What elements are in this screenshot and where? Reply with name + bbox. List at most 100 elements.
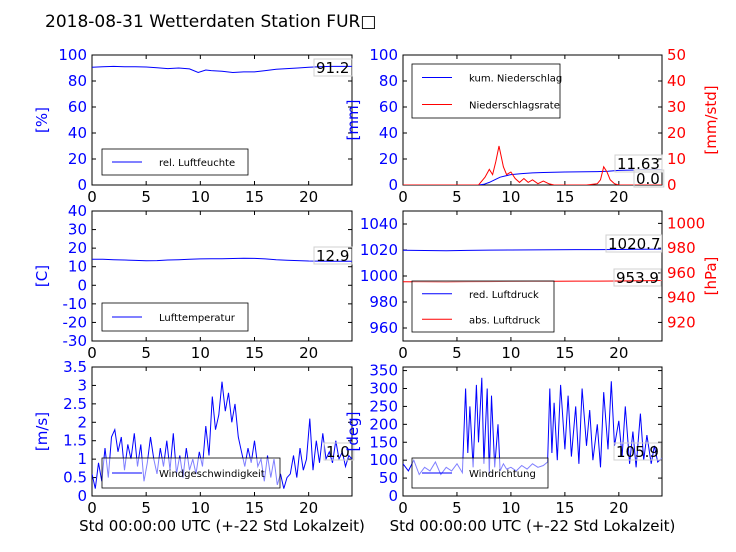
pressure-panel: 0 5 10 15 20 960 980 1000 1020 1040 920 940 960 980 10…	[360, 210, 720, 362]
y-tick-label: 0	[77, 276, 87, 294]
y-tick-label: 300	[369, 380, 398, 398]
x-tick-label: 10	[501, 344, 520, 362]
x-tick-label: 20	[609, 499, 628, 517]
windspeed-value-annotation: 1.0	[323, 442, 355, 461]
x-tick-label: 0	[398, 344, 408, 362]
y-tick-label: 0.5	[63, 469, 87, 487]
y-tick-label: 2	[77, 413, 87, 431]
y-tick-label: 40	[379, 124, 398, 142]
humidity-value-annotation: 91.2	[313, 58, 353, 77]
annotation-value: 91.2	[316, 59, 349, 77]
y-tick-label: 200	[369, 415, 398, 433]
y-tick-label: 1020	[360, 241, 398, 259]
annotation-value: 11.63	[617, 155, 660, 173]
x-tick-label: 5	[452, 499, 462, 517]
y-tick-label: 1	[77, 450, 87, 468]
legend-label: Windgeschwindigkeit	[159, 469, 265, 480]
x-tick-label: 15	[555, 188, 574, 206]
y-axis-label: [m/s]	[33, 412, 51, 451]
y-tick-label: 150	[369, 433, 398, 451]
x-tick-label: 0	[87, 344, 97, 362]
precipitation-panel: 0 5 10 15 20 0 20 40 60 80 100 0 10 20 30 40 50 [mm] [mm/s…	[344, 46, 720, 206]
x-tick-label: 20	[299, 188, 318, 206]
y2-axis-label: [mm/std]	[702, 85, 720, 154]
x-tick-label: 10	[501, 188, 520, 206]
x-tick-label: 5	[141, 188, 151, 206]
y2-tick-label: 20	[667, 124, 686, 142]
y-axis-label: [%]	[33, 107, 51, 133]
y2-tick-label: 40	[667, 72, 686, 90]
x-tick-label: 5	[141, 344, 151, 362]
precipitation-value-annotation: 0.0	[633, 169, 665, 188]
legend-box	[411, 63, 561, 119]
x-tick-label: 10	[191, 188, 210, 206]
y-tick-label: 980	[369, 293, 398, 311]
temperature-panel: 0 5 10 15 20-30-20-10010203040[C]Lufttempera…	[33, 202, 353, 362]
y-tick-label: 40	[68, 124, 87, 142]
y-tick-label: 80	[68, 72, 87, 90]
windspeed-legend: Windgeschwindigkeit	[101, 457, 281, 489]
y-tick-label: 100	[369, 451, 398, 469]
x-tick-label: 10	[191, 344, 210, 362]
x-axis-label: Std 00:00:00 UTC (+-22 Std Lokalzeit)	[390, 517, 676, 535]
y-tick-label: 0	[388, 487, 398, 505]
x-tick-label: 15	[245, 499, 264, 517]
y2-tick-label: 30	[667, 98, 686, 116]
y-tick-label: 0	[388, 176, 398, 194]
y-tick-label: 100	[58, 46, 87, 64]
annotation-value: 0.0	[636, 170, 660, 188]
annotation-box	[313, 58, 353, 77]
precipitation-value-annotation: 11.63	[614, 154, 663, 173]
annotation-box	[614, 154, 663, 173]
annotation-box	[613, 268, 662, 287]
y-tick-label: 50	[379, 469, 398, 487]
y-tick-label: 3	[77, 376, 87, 394]
x-tick-label: 5	[452, 344, 462, 362]
x-tick-label: 20	[299, 499, 318, 517]
precipitation-legend: kum. Niederschlag Niederschlagsrate	[411, 63, 562, 119]
x-tick-label: 10	[501, 499, 520, 517]
legend-label: abs. Luftdruck	[469, 315, 540, 326]
y-axis-label: [deg]	[344, 412, 362, 452]
precipitation-series-1-line	[403, 145, 662, 185]
temperature-series-0-line	[92, 257, 352, 262]
y-tick-label: 30	[68, 221, 87, 239]
windspeed-panel: 0 5 10 15 20 00.511.522.533.5 [m/s] Std 00:00:0…	[33, 358, 365, 535]
pressure-series-0-line	[403, 248, 662, 252]
y2-tick-label: 960	[667, 264, 696, 282]
y-tick-label: 60	[379, 98, 398, 116]
annotation-value: 1.0	[326, 443, 350, 461]
x-tick-label: 15	[245, 344, 264, 362]
y-tick-label: 20	[379, 150, 398, 168]
y-tick-label: 10	[68, 258, 87, 276]
x-tick-label: 10	[191, 499, 210, 517]
y2-tick-label: 0	[667, 176, 677, 194]
legend-label: Niederschlagsrate	[469, 101, 560, 112]
y2-tick-label: 10	[667, 150, 686, 168]
annotation-box	[313, 246, 353, 265]
x-tick-label: 0	[87, 188, 97, 206]
y-tick-label: 350	[369, 362, 398, 380]
y2-tick-label: 980	[667, 239, 696, 257]
y-tick-label: 40	[68, 202, 87, 220]
pressure-value-annotation: 953.9	[613, 268, 662, 287]
y-tick-label: 2.5	[63, 395, 87, 413]
y-tick-label: -10	[63, 295, 88, 313]
x-tick-label: 15	[245, 188, 264, 206]
pressure-value-annotation: 1020.7	[605, 234, 663, 253]
annotation-box	[605, 234, 663, 253]
y-tick-label: 960	[369, 319, 398, 337]
figure-title: 2018-08-31 Wetterdaten Station FUR□	[45, 12, 376, 32]
annotation-value: 953.9	[616, 269, 659, 287]
annotation-value: 12.9	[316, 247, 349, 265]
temperature-value-annotation: 12.9	[313, 246, 353, 265]
legend-label: kum. Niederschlag	[469, 74, 562, 85]
legend-box	[101, 148, 249, 176]
x-tick-label: 20	[609, 188, 628, 206]
y-tick-label: 1.5	[63, 432, 87, 450]
y-tick-label: 20	[68, 239, 87, 257]
y-axis-label: [C]	[33, 265, 51, 287]
